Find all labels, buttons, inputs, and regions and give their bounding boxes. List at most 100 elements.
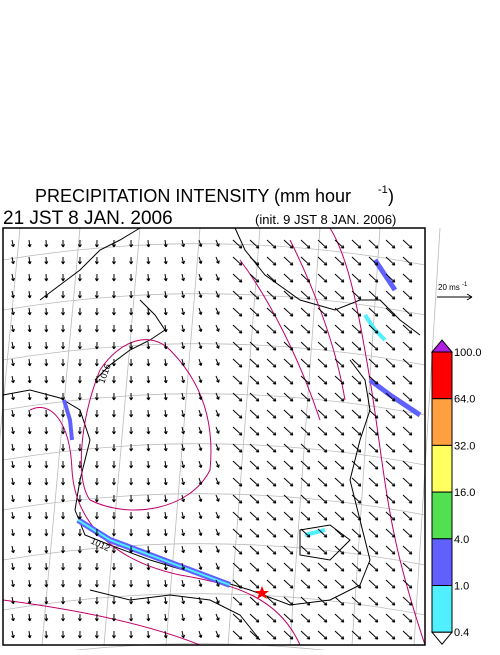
wind-arrow: [77, 511, 82, 520]
wind-arrow: [215, 273, 220, 281]
wind-arrow: [215, 358, 220, 366]
wind-arrow: [317, 324, 328, 334]
wind-arrow: [283, 579, 294, 589]
wind-arrow: [232, 341, 243, 351]
wind-arrow: [232, 579, 243, 589]
wind-arrow: [266, 443, 277, 453]
wind-arrow: [61, 596, 66, 605]
wind-arrow: [249, 358, 260, 368]
wind-arrow: [232, 409, 243, 419]
wind-arrow: [129, 324, 134, 333]
wind-arrow: [181, 375, 186, 384]
wind-arrow: [232, 630, 243, 640]
wind-arrow: [334, 375, 345, 385]
wind-arrow: [27, 324, 32, 333]
wind-arrow: [334, 460, 345, 470]
wind-arrow: [111, 426, 116, 435]
wind-arrow: [368, 443, 379, 453]
wind-arrow: [198, 579, 203, 588]
wind-arrow: [334, 630, 345, 640]
wind-arrow: [27, 426, 32, 435]
wind-arrow: [111, 290, 116, 299]
colorbar-segment: [431, 585, 453, 633]
wind-arrow: [385, 307, 396, 317]
wind-arrow: [198, 460, 203, 469]
wind-arrow: [351, 307, 362, 317]
location-marker: [255, 586, 269, 599]
wind-arrow: [163, 392, 168, 401]
wind-arrow: [402, 579, 413, 589]
wind-arrow: [146, 341, 151, 350]
wind-arrow: [385, 392, 396, 402]
wind-arrow: [215, 307, 220, 315]
wind-arrow: [181, 494, 186, 503]
wind-arrow: [129, 307, 134, 316]
wind-arrow: [181, 324, 186, 333]
wind-arrow: [368, 596, 379, 606]
wind-arrow: [283, 290, 294, 300]
wind-arrow: [27, 375, 32, 384]
wind-arrow: [232, 324, 243, 334]
wind-arrow: [44, 358, 49, 367]
wind-arrow: [402, 596, 413, 606]
wind-arrow: [300, 630, 311, 640]
wind-arrow: [249, 562, 260, 572]
wind-arrow: [44, 426, 49, 435]
isobar: [80, 339, 212, 511]
wind-arrow: [181, 341, 186, 350]
wind-arrow: [198, 341, 203, 350]
wind-arrow: [317, 307, 328, 317]
wind-arrow: [283, 511, 294, 521]
wind-arrow: [146, 613, 151, 622]
wind-arrow: [300, 392, 311, 402]
wind-arrow: [163, 358, 168, 367]
wind-arrow: [27, 358, 32, 367]
wind-arrow: [146, 562, 151, 571]
wind-arrow: [317, 273, 328, 283]
wind-arrow: [61, 341, 66, 350]
wind-arrow: [11, 426, 15, 435]
wind-arrow: [146, 460, 151, 469]
wind-arrow: [334, 256, 345, 266]
wind-arrow: [111, 528, 116, 537]
wind-arrow: [94, 562, 99, 571]
wind-arrow: [129, 239, 134, 248]
wind-arrow: [266, 460, 277, 470]
wind-arrow: [129, 545, 134, 554]
wind-arrow: [266, 562, 277, 572]
wind-arrow: [11, 528, 15, 537]
title-exponent: -1: [378, 184, 388, 196]
wind-arrow: [27, 290, 32, 299]
wind-vectors: [11, 239, 413, 640]
wind-arrow: [266, 613, 277, 623]
wind-arrow: [181, 443, 186, 452]
wind-arrow: [129, 409, 134, 418]
wind-arrow: [198, 290, 203, 299]
wind-arrow: [146, 307, 151, 316]
wind-arrow: [402, 273, 413, 283]
wind-arrow: [402, 358, 413, 368]
wind-arrow: [163, 579, 168, 588]
wind-arrow: [266, 477, 277, 487]
wind-arrow: [94, 426, 99, 435]
wind-arrow: [368, 562, 379, 572]
wind-arrow: [94, 511, 99, 520]
wind-arrow: [232, 596, 243, 606]
wind-arrow: [146, 239, 151, 248]
wind-arrow: [61, 528, 66, 537]
wind-arrow: [44, 341, 49, 350]
wind-arrow: [317, 562, 328, 572]
wind-arrow: [11, 477, 15, 486]
wind-arrow: [351, 358, 362, 368]
wind-arrow: [402, 409, 413, 419]
wind-arrow: [249, 596, 260, 606]
wind-arrow: [44, 324, 49, 333]
wind-arrow: [129, 460, 134, 469]
wind-arrow: [385, 239, 396, 249]
wind-arrow: [44, 545, 49, 554]
wind-arrow: [27, 273, 32, 282]
lat-lon-grid: [0, 227, 441, 655]
wind-arrow: [334, 341, 345, 351]
wind-arrow: [300, 324, 311, 334]
wind-arrow: [146, 477, 151, 486]
